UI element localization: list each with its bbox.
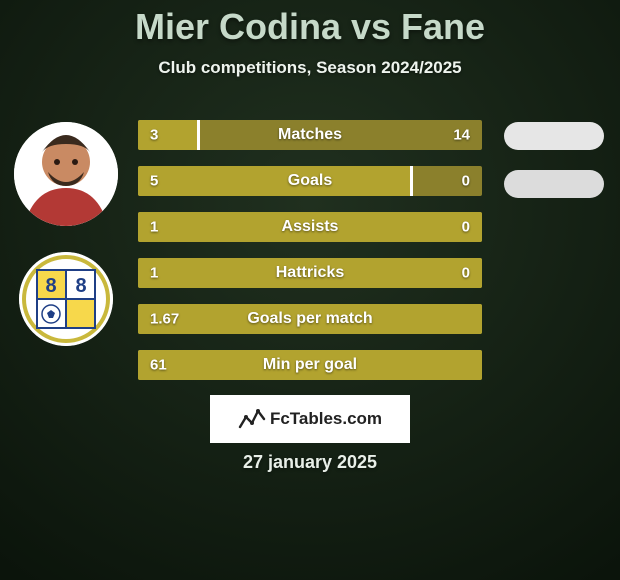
stat-bars: 314Matches 50Goals 10Assists 10Hattricks 1.6…	[138, 120, 482, 396]
stat-bar-row: 61Min per goal	[138, 350, 482, 380]
stat-label: Hattricks	[138, 264, 482, 282]
stat-label: Goals	[138, 172, 482, 190]
player-left-column: 8 8	[6, 122, 126, 346]
page-title: Mier Codina vs Fane	[0, 0, 620, 48]
player-right-avatar-placeholder	[504, 122, 604, 150]
brand-label: FcTables.com	[270, 409, 382, 429]
stat-label: Min per goal	[138, 356, 482, 374]
svg-text:8: 8	[45, 275, 56, 297]
svg-text:8: 8	[75, 275, 86, 297]
player-left-avatar	[14, 122, 118, 226]
stat-label: Matches	[138, 126, 482, 144]
stat-label: Assists	[138, 218, 482, 236]
stat-bar-row: 1.67Goals per match	[138, 304, 482, 334]
player-right-club-placeholder	[504, 170, 604, 198]
date-label: 27 january 2025	[0, 452, 620, 473]
stat-bar-row: 10Assists	[138, 212, 482, 242]
stat-bar-row: 50Goals	[138, 166, 482, 196]
player-right-column	[494, 122, 614, 218]
stat-bar-row: 314Matches	[138, 120, 482, 150]
stat-label: Goals per match	[138, 310, 482, 328]
page-subtitle: Club competitions, Season 2024/2025	[0, 58, 620, 78]
player-left-club-badge: 8 8	[19, 252, 113, 346]
stat-bar-row: 10Hattricks	[138, 258, 482, 288]
brand-box[interactable]: FcTables.com	[210, 395, 410, 443]
brand-icon	[238, 405, 266, 433]
